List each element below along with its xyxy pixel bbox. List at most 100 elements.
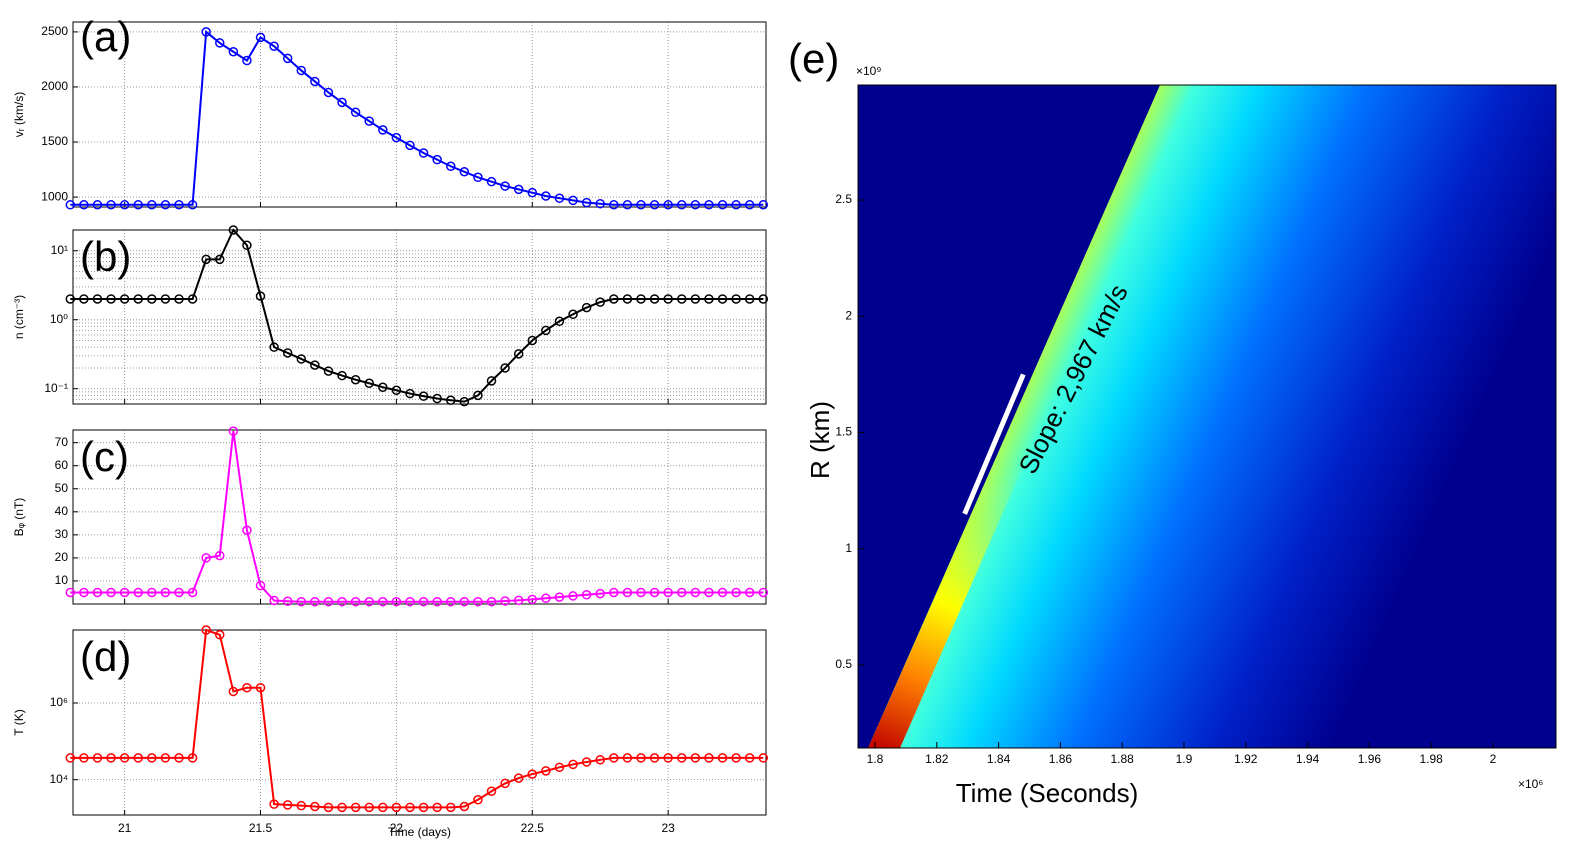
y-multiplier: ×10⁹ xyxy=(856,64,882,78)
data-point xyxy=(119,294,130,304)
data-point xyxy=(609,200,619,210)
data-point xyxy=(622,200,633,210)
y-tick-label: 1.5 xyxy=(835,425,852,439)
data-point xyxy=(147,753,157,763)
x-multiplier: ×10⁶ xyxy=(1518,777,1543,791)
data-point xyxy=(255,682,266,693)
data-point xyxy=(595,755,605,765)
data-point xyxy=(513,349,524,359)
data-point xyxy=(717,587,728,598)
data-point xyxy=(323,87,334,98)
series-line xyxy=(70,29,764,206)
data-point xyxy=(337,596,347,607)
data-point xyxy=(541,593,551,603)
data-point xyxy=(704,200,714,210)
x-tick-label: 22 xyxy=(390,821,404,835)
data-point xyxy=(378,382,388,392)
series-line xyxy=(70,628,764,809)
slope-line xyxy=(962,373,1026,515)
data-point xyxy=(446,161,456,172)
data-point xyxy=(269,799,279,809)
data-point xyxy=(690,294,701,304)
data-point xyxy=(744,587,755,598)
data-point xyxy=(337,97,347,108)
data-point xyxy=(160,587,171,598)
data-point xyxy=(405,802,415,813)
data-point xyxy=(649,294,660,304)
data-point xyxy=(92,587,103,598)
data-point xyxy=(690,587,701,598)
x-tick-label: 1.98 xyxy=(1419,752,1443,766)
heatmap-field xyxy=(857,84,1557,749)
data-point xyxy=(677,587,687,598)
plot-area xyxy=(73,630,766,815)
data-point xyxy=(201,625,211,635)
data-point xyxy=(228,225,239,235)
x-tick-label: 1.8 xyxy=(867,752,884,766)
data-point xyxy=(391,802,402,813)
data-point xyxy=(677,294,687,304)
data-point xyxy=(432,393,442,404)
data-point xyxy=(527,769,538,779)
x-tick-label: 22.5 xyxy=(521,821,545,835)
data-point xyxy=(119,753,130,763)
data-point xyxy=(174,587,184,598)
y-axis-label: Bᵩ (nT) xyxy=(12,498,26,537)
data-point xyxy=(282,53,293,64)
data-point xyxy=(418,391,429,401)
plot-frame xyxy=(72,229,767,405)
data-point xyxy=(133,587,143,598)
data-point xyxy=(255,291,266,301)
y-tick-label: 1 xyxy=(845,541,852,555)
data-point xyxy=(201,27,211,37)
panel-label: (a) xyxy=(80,13,131,60)
series-line xyxy=(70,431,764,603)
y-tick-label: 2.5 xyxy=(835,192,852,206)
plot-frame xyxy=(72,629,767,816)
data-point xyxy=(65,200,76,210)
data-point xyxy=(663,753,673,763)
data-point xyxy=(744,753,755,763)
y-tick-label: 10 xyxy=(55,573,69,587)
data-point xyxy=(92,294,103,304)
data-point xyxy=(310,801,320,812)
data-point xyxy=(649,200,660,210)
panel-label: (d) xyxy=(80,633,131,680)
data-point xyxy=(269,342,279,352)
data-point xyxy=(79,200,89,210)
data-point xyxy=(378,125,388,135)
data-point xyxy=(147,200,157,210)
data-point xyxy=(459,596,470,607)
data-point xyxy=(758,200,769,210)
data-point xyxy=(595,198,605,209)
y-tick-label: 10⁻¹ xyxy=(44,381,68,395)
data-point xyxy=(364,116,374,126)
data-point xyxy=(663,587,673,598)
x-tick-label: 1.86 xyxy=(1049,752,1073,766)
data-point xyxy=(459,167,470,177)
data-point xyxy=(500,363,510,373)
data-point xyxy=(473,390,483,401)
data-point xyxy=(119,587,130,598)
data-point xyxy=(282,596,293,606)
x-axis-label: Time (days) xyxy=(388,825,451,839)
data-point xyxy=(622,294,633,304)
data-point xyxy=(187,587,198,598)
y-tick-label: 10¹ xyxy=(51,243,68,257)
data-point xyxy=(717,753,728,763)
data-point xyxy=(663,200,673,210)
data-point xyxy=(690,753,701,763)
data-point xyxy=(649,587,660,598)
data-point xyxy=(527,335,538,346)
data-point xyxy=(92,200,103,210)
y-tick-label: 10⁰ xyxy=(50,312,68,326)
data-point xyxy=(609,294,619,304)
data-point xyxy=(690,200,701,210)
data-point xyxy=(717,294,728,304)
data-point xyxy=(704,753,714,763)
data-point xyxy=(391,132,402,143)
data-point xyxy=(446,596,456,607)
x-axis-label: Time (Seconds) xyxy=(956,778,1139,808)
data-point xyxy=(541,325,551,336)
